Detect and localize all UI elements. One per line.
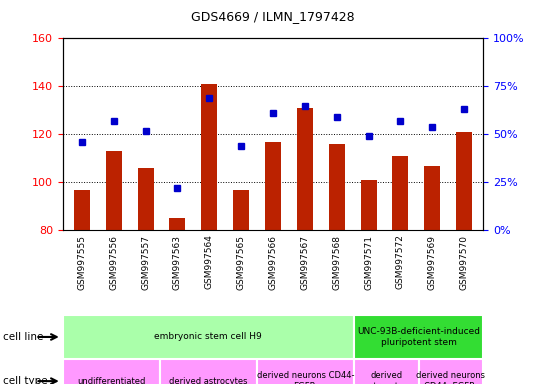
Bar [456, 132, 472, 230]
Bar [354, 359, 419, 384]
Bar [63, 359, 160, 384]
Bar [169, 218, 186, 230]
Bar [74, 190, 90, 230]
Text: embryonic stem cell H9: embryonic stem cell H9 [155, 333, 262, 341]
Text: derived neurons
CD44- EGFR-: derived neurons CD44- EGFR- [417, 371, 485, 384]
Bar [160, 359, 257, 384]
Text: GDS4669 / ILMN_1797428: GDS4669 / ILMN_1797428 [191, 10, 355, 23]
Text: GSM997566: GSM997566 [269, 235, 277, 290]
Text: derived
astrocytes: derived astrocytes [364, 371, 408, 384]
Bar [419, 359, 483, 384]
Bar [257, 359, 354, 384]
Text: GSM997568: GSM997568 [332, 235, 341, 290]
Text: cell type: cell type [3, 376, 48, 384]
Bar [424, 166, 440, 230]
Bar [354, 315, 483, 359]
Text: GSM997564: GSM997564 [205, 235, 214, 290]
Text: GSM997572: GSM997572 [396, 235, 405, 290]
Text: GSM997571: GSM997571 [364, 235, 373, 290]
Text: cell line: cell line [3, 332, 43, 342]
Bar [297, 108, 313, 230]
Text: GSM997565: GSM997565 [236, 235, 246, 290]
Text: GSM997557: GSM997557 [141, 235, 150, 290]
Text: GSM997567: GSM997567 [300, 235, 310, 290]
Text: UNC-93B-deficient-induced
pluripotent stem: UNC-93B-deficient-induced pluripotent st… [357, 327, 480, 347]
Text: GSM997569: GSM997569 [428, 235, 437, 290]
Text: GSM997563: GSM997563 [173, 235, 182, 290]
Bar [329, 144, 345, 230]
Bar [138, 168, 153, 230]
Text: derived neurons CD44-
EGFR-: derived neurons CD44- EGFR- [257, 371, 354, 384]
Bar [360, 180, 377, 230]
Text: GSM997555: GSM997555 [78, 235, 86, 290]
Text: GSM997556: GSM997556 [109, 235, 118, 290]
Text: derived astrocytes: derived astrocytes [169, 377, 247, 384]
Bar [63, 315, 354, 359]
Bar [201, 84, 217, 230]
Bar [106, 151, 122, 230]
Text: undifferentiated: undifferentiated [77, 377, 145, 384]
Text: GSM997570: GSM997570 [460, 235, 468, 290]
Bar [233, 190, 249, 230]
Bar [393, 156, 408, 230]
Bar [265, 142, 281, 230]
